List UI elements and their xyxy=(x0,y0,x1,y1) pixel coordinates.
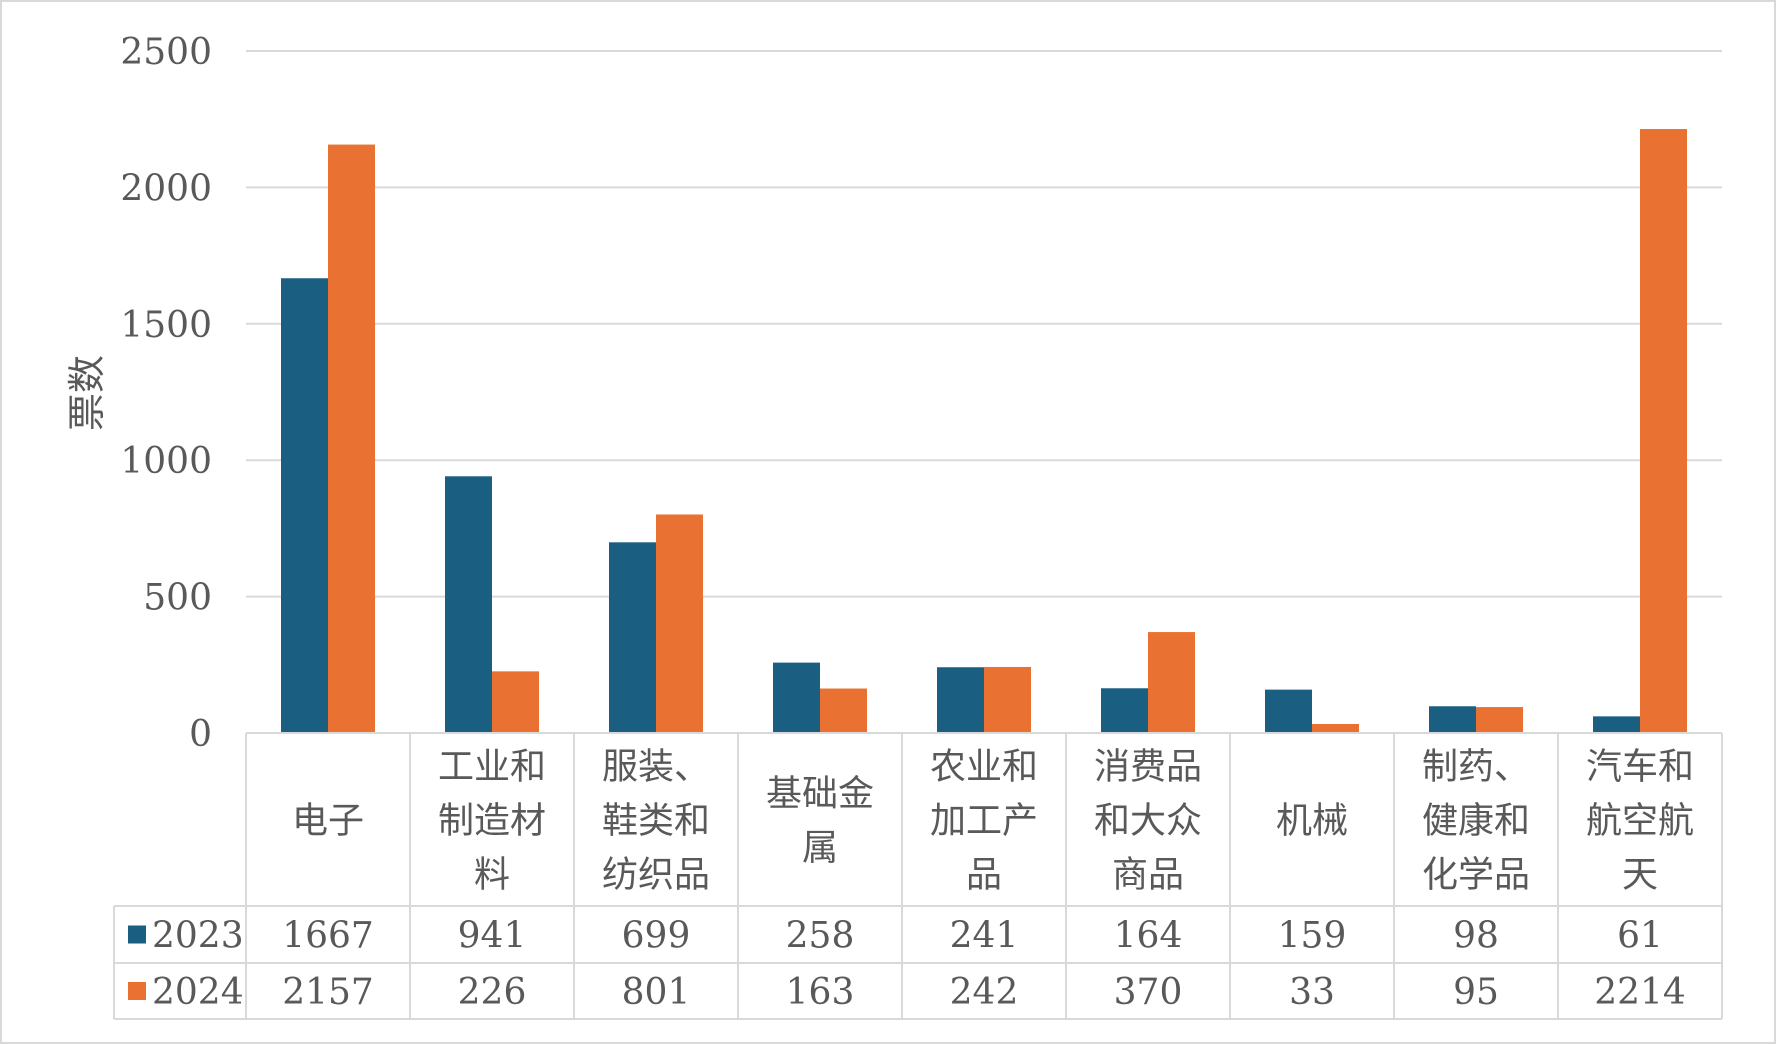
y-axis-label: 票数 xyxy=(65,355,109,431)
data-label-2023: 1667 xyxy=(282,916,374,957)
y-tick-label: 1000 xyxy=(120,441,212,482)
bar-2024 xyxy=(656,514,703,733)
y-tick-label: 1500 xyxy=(120,305,212,346)
x-category-label-line: 消费品 xyxy=(1094,747,1202,788)
data-label-2023: 159 xyxy=(1278,916,1347,957)
data-label-2024: 226 xyxy=(458,972,527,1013)
bar-2024 xyxy=(492,671,539,733)
bar-2023 xyxy=(609,542,656,733)
data-label-2023: 241 xyxy=(950,916,1019,957)
legend-label-2023: 2023 xyxy=(152,916,244,957)
y-tick-label: 500 xyxy=(143,578,212,619)
bar-2023 xyxy=(1429,706,1476,733)
data-label-2024: 370 xyxy=(1114,972,1183,1013)
bar-2023 xyxy=(445,476,492,733)
data-label-2024: 95 xyxy=(1453,972,1499,1013)
x-category-label: 工业和制造材料 xyxy=(438,747,546,896)
bar-2024 xyxy=(328,144,375,733)
bar-2023 xyxy=(773,662,820,733)
x-category-label-line: 属 xyxy=(802,828,838,869)
bar-2023 xyxy=(1593,716,1640,733)
legend-key-2024 xyxy=(128,982,146,1000)
x-category-label-line: 鞋类和 xyxy=(602,801,710,842)
data-label-2024: 2214 xyxy=(1594,972,1686,1013)
data-label-2023: 258 xyxy=(786,916,855,957)
data-label-2023: 941 xyxy=(458,916,527,957)
x-category-label-line: 电子 xyxy=(292,801,364,842)
x-category-label-line: 加工产 xyxy=(930,801,1038,842)
bar-2023 xyxy=(937,667,984,733)
x-category-label-line: 化学品 xyxy=(1422,855,1530,896)
x-category-label: 服装、鞋类和纺织品 xyxy=(602,747,710,896)
x-category-label-line: 机械 xyxy=(1276,801,1348,842)
x-category-label-line: 工业和 xyxy=(438,747,546,788)
x-category-label: 电子 xyxy=(292,801,364,842)
bars xyxy=(281,129,1687,733)
x-category-label-line: 制药、 xyxy=(1422,747,1530,788)
bar-2024 xyxy=(1476,707,1523,733)
gridlines xyxy=(246,50,1722,598)
x-category-label-line: 基础金 xyxy=(766,774,874,815)
y-tick-label: 2000 xyxy=(120,168,212,209)
x-category-label-line: 天 xyxy=(1622,855,1658,896)
data-label-2024: 242 xyxy=(950,972,1019,1013)
bar-2024 xyxy=(820,688,867,733)
data-label-2023: 61 xyxy=(1617,916,1663,957)
x-category-label: 机械 xyxy=(1276,801,1348,842)
bar-2024 xyxy=(1148,632,1195,733)
legend-key-2023 xyxy=(128,925,146,944)
data-label-2023: 164 xyxy=(1114,916,1183,957)
legend-label-2024: 2024 xyxy=(152,972,244,1013)
data-label-2024: 2157 xyxy=(282,972,374,1013)
x-category-label-line: 和大众 xyxy=(1094,801,1202,842)
bar-2024 xyxy=(1640,129,1687,733)
x-category-label: 制药、健康和化学品 xyxy=(1422,747,1530,896)
x-category-label-line: 航空航 xyxy=(1586,801,1694,842)
x-category-label-line: 制造材 xyxy=(438,801,546,842)
x-category-label: 消费品和大众商品 xyxy=(1094,747,1202,896)
y-tick-label: 2500 xyxy=(120,32,212,73)
data-label-2023: 699 xyxy=(622,916,691,957)
data-label-2024: 163 xyxy=(786,972,855,1013)
data-label-2024: 801 xyxy=(622,972,691,1013)
y-tick-label: 0 xyxy=(189,714,212,755)
x-category-label-line: 料 xyxy=(474,855,510,896)
bar-2024 xyxy=(984,666,1031,733)
data-label-2023: 98 xyxy=(1453,916,1499,957)
data-label-2024: 33 xyxy=(1289,972,1335,1013)
x-category-label-line: 商品 xyxy=(1112,855,1184,896)
x-category-label-line: 品 xyxy=(966,855,1002,896)
x-category-label-line: 汽车和 xyxy=(1586,747,1694,788)
data-table: 电子工业和制造材料服装、鞋类和纺织品基础金属农业和加工产品消费品和大众商品机械制… xyxy=(113,732,1723,1020)
x-category-label: 农业和加工产品 xyxy=(930,747,1038,896)
x-category-label-line: 服装、 xyxy=(602,747,710,788)
bar-2023 xyxy=(1101,688,1148,733)
x-category-label-line: 农业和 xyxy=(930,747,1038,788)
x-category-label-line: 纺织品 xyxy=(602,855,710,896)
y-axis: 0 500 1000 1500 2000 2500 xyxy=(120,32,212,755)
bar-2023 xyxy=(281,278,328,733)
x-category-label: 汽车和航空航天 xyxy=(1586,747,1694,896)
x-category-label: 基础金属 xyxy=(766,774,874,869)
bar-2024 xyxy=(1312,723,1359,733)
bar-2023 xyxy=(1265,689,1312,733)
x-category-label-line: 健康和 xyxy=(1422,801,1530,842)
